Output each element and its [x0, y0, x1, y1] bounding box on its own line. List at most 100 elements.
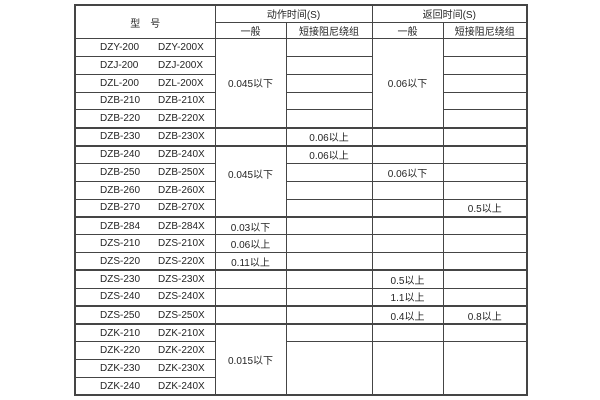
ret-general-empty-cell: [371, 126, 444, 147]
ret-damper-value: 0.5以上: [442, 198, 528, 218]
model-base: DZK-240: [100, 380, 141, 392]
model-cell: DZB-270 DZB-270X: [74, 198, 216, 218]
act-general-value: 0.045以下: [214, 144, 287, 218]
ret-general-empty-cell: [371, 198, 444, 218]
ret-general-value: 0.06以下: [371, 37, 444, 129]
model-base: DZB-284: [100, 220, 141, 232]
model-base: DZJ-200: [100, 59, 139, 71]
act-general-value: 0.03以下: [214, 215, 287, 236]
model-base: DZK-230: [100, 363, 141, 375]
act-damper-empty-cell: [285, 180, 373, 200]
model-cell: DZK-240 DZK-240X: [74, 377, 216, 396]
model-base: DZB-260: [100, 184, 141, 196]
model-cell: DZB-220 DZB-220X: [74, 109, 216, 129]
act-damper-empty-cell: [285, 55, 373, 75]
model-base: DZB-270: [100, 202, 141, 214]
return-damper-subheader: 短接阻尼绕组: [442, 21, 528, 39]
table-row: DZJ-200 DZJ-200X: [74, 55, 528, 75]
model-cell: DZS-250 DZS-250X: [74, 305, 216, 325]
model-base: DZS-230: [100, 274, 141, 286]
ret-damper-empty-cell: [442, 144, 528, 164]
act-damper-empty-cell: [285, 198, 373, 218]
model-base: DZS-240: [100, 291, 141, 303]
model-x-variant: DZB-220X: [158, 113, 205, 125]
model-x-variant: DZL-200X: [158, 77, 204, 89]
return-time-header-cell: 返回时间(S): [371, 4, 528, 23]
model-cell: DZS-230 DZS-230X: [74, 269, 216, 289]
ret-damper-value: 0.8以上: [442, 305, 528, 325]
table-row: DZB-230 DZB-230X 0.06以上: [74, 126, 528, 147]
model-base: DZS-210: [100, 238, 141, 250]
ret-damper-empty-cell: [442, 180, 528, 200]
act-damper-empty-cell: [285, 269, 373, 289]
table-row: DZB-284 DZB-284X 0.03以下: [74, 215, 528, 236]
model-x-variant: DZJ-200X: [158, 59, 204, 71]
ret-damper-empty-cell: [442, 126, 528, 147]
ret-damper-empty-cell: [442, 73, 528, 93]
model-x-variant: DZK-230X: [158, 363, 205, 375]
model-cell: DZS-210 DZS-210X: [74, 234, 216, 254]
act-general-empty-cell: [214, 269, 287, 289]
ret-general-empty-cell: [371, 215, 444, 236]
ret-damper-empty-cell: [442, 38, 528, 57]
ret-damper-empty-cell: [442, 234, 528, 254]
model-cell: DZB-230 DZB-230X: [74, 126, 216, 147]
model-base: DZS-250: [100, 309, 141, 321]
table-row: DZK-220 DZK-220X: [74, 341, 528, 396]
model-x-variant: DZB-230X: [158, 131, 205, 143]
act-damper-empty-cell: [285, 73, 373, 93]
table-row: DZS-220 DZS-220X 0.11以上: [74, 252, 528, 271]
action-time-header-cell: 动作时间(S): [214, 4, 373, 23]
action-general-subheader: 一般: [214, 21, 287, 39]
model-base: DZB-220: [100, 113, 141, 125]
model-base: DZK-210: [100, 327, 141, 339]
model-cell: DZL-200 DZL-200X: [74, 73, 216, 93]
act-general-value: 0.06以上: [214, 234, 287, 254]
table-row: DZK-210 DZK-210X 0.015以下: [74, 322, 528, 396]
action-damper-subheader: 短接阻尼绕组: [285, 21, 373, 39]
model-header-cell: 型 号: [74, 4, 216, 39]
model-base: DZB-240: [100, 149, 141, 161]
table-row: DZB-250 DZB-250X 0.06以下: [74, 162, 528, 182]
model-x-variant: DZS-230X: [158, 274, 205, 286]
ret-general-empty-cell: [371, 234, 444, 254]
model-cell: DZB-240 DZB-240X: [74, 144, 216, 164]
ret-general-empty-cell: [371, 180, 444, 200]
act-general-empty-cell: [214, 305, 287, 325]
table-row: DZS-230 DZS-230X 0.5以上: [74, 269, 528, 289]
ret-damper-empty-cell: [442, 269, 528, 289]
act-damper-value: 0.06以上: [285, 126, 373, 147]
model-x-variant: DZB-284X: [158, 220, 205, 232]
act-general-value: 0.015以下: [214, 322, 287, 396]
ret-general-value: 0.5以上: [371, 269, 444, 289]
act-damper-empty-cell: [285, 252, 373, 271]
model-base: DZY-200: [100, 41, 140, 53]
model-base: DZB-210: [100, 95, 141, 107]
ret-damper-empty-cell: [442, 215, 528, 236]
table-row: DZB-240 DZB-240X 0.045以下 0.06以上: [74, 144, 528, 218]
model-x-variant: DZB-240X: [158, 149, 205, 161]
table-row: DZS-250 DZS-250X 0.4以上 0.8以上: [74, 305, 528, 325]
ret-damper-empty-cell: [442, 55, 528, 75]
act-damper-empty-cell: [285, 287, 373, 307]
table-row: DZY-200 DZY-200X 0.045以下 0.06以下: [74, 37, 528, 129]
ret-general-empty-cell: [371, 252, 444, 271]
table-row: DZB-260 DZB-260X: [74, 180, 528, 200]
model-cell: DZS-220 DZS-220X: [74, 252, 216, 271]
model-base: DZL-200: [100, 77, 139, 89]
ret-damper-empty-cell: [442, 323, 528, 343]
model-x-variant: DZB-270X: [158, 202, 205, 214]
model-base: DZB-250: [100, 166, 141, 178]
model-cell: DZY-200 DZY-200X: [74, 38, 216, 57]
act-damper-empty-cell: [285, 234, 373, 254]
table-row: DZS-210 DZS-210X 0.06以上: [74, 234, 528, 254]
act-general-empty-cell: [214, 126, 287, 147]
model-x-variant: DZS-250X: [158, 309, 205, 321]
model-base: DZB-230: [100, 131, 141, 143]
model-x-variant: DZY-200X: [158, 41, 204, 53]
act-general-empty-cell: [214, 287, 287, 307]
model-cell: DZJ-200 DZJ-200X: [74, 55, 216, 75]
ret-general-empty-cell: [371, 341, 444, 396]
act-damper-empty-cell: [285, 215, 373, 236]
